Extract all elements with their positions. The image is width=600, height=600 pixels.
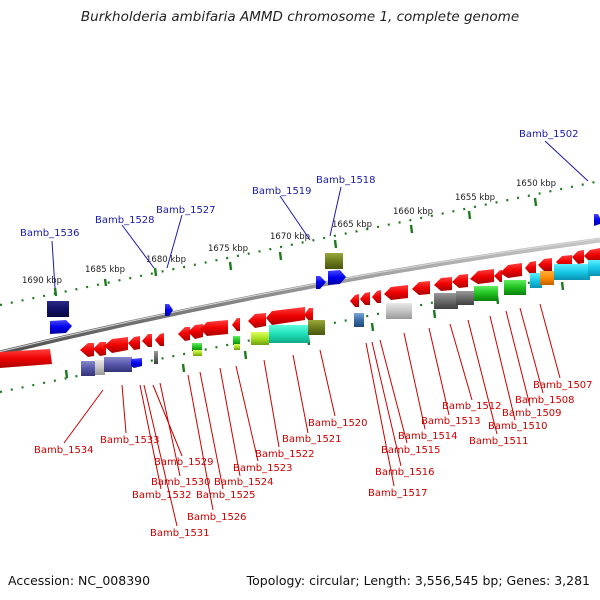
gene-reverse xyxy=(434,277,452,291)
gene-reverse xyxy=(360,292,370,305)
gene-forward xyxy=(328,270,346,285)
gene-label-bamb-1519[interactable]: Bamb_1519 xyxy=(252,186,312,197)
gene-label-bamb-1502[interactable]: Bamb_1502 xyxy=(519,129,579,140)
gene-label-bamb-1528[interactable]: Bamb_1528 xyxy=(95,215,155,226)
gene-label-bamb-1533[interactable]: Bamb_1533 xyxy=(100,435,160,446)
reverse-genes xyxy=(0,248,600,376)
gene-reverse xyxy=(584,248,600,262)
gene-label-bamb-1509[interactable]: Bamb_1509 xyxy=(502,408,562,419)
gene-bamb-1536 xyxy=(47,301,69,317)
ruler-label: 1650 kbp xyxy=(516,179,556,189)
ruler-ticks xyxy=(53,197,538,297)
gene-reverse xyxy=(372,290,381,303)
ruler-labels: 1690 kbp 1685 kbp 1680 kbp 1675 kbp 1670… xyxy=(22,179,556,286)
gene-reverse xyxy=(412,281,430,295)
forward-labels: Bamb_1536 Bamb_1528 Bamb_1527 Bamb_1519 … xyxy=(20,129,579,239)
ruler-label: 1690 kbp xyxy=(22,276,62,286)
ruler-label: 1675 kbp xyxy=(208,244,248,254)
gene-reverse xyxy=(304,308,313,321)
gene-reverse xyxy=(500,263,522,278)
gene-label-bamb-1521[interactable]: Bamb_1521 xyxy=(282,434,342,445)
gene-reverse xyxy=(525,261,536,274)
gene-reverse xyxy=(128,336,140,350)
gene-bamb-1518 xyxy=(325,253,343,269)
gene-label-bamb-1531[interactable]: Bamb_1531 xyxy=(150,528,210,539)
gene-forward xyxy=(165,304,173,316)
gene-label-bamb-1524[interactable]: Bamb_1524 xyxy=(214,477,274,488)
gene-reverse xyxy=(350,294,359,307)
ruler-label: 1655 kbp xyxy=(455,193,495,203)
gene-label-bamb-1523[interactable]: Bamb_1523 xyxy=(233,463,293,474)
ruler-label: 1660 kbp xyxy=(393,207,433,217)
gene-reverse xyxy=(104,337,128,353)
gene-reverse xyxy=(178,327,190,341)
forward-label-lines xyxy=(51,140,589,289)
ruler-label: 1670 kbp xyxy=(270,232,310,242)
topology-text: Topology: circular; Length: 3,556,545 bp… xyxy=(246,573,590,588)
forward-genes xyxy=(47,214,600,334)
gene-reverse xyxy=(248,313,266,328)
gene-label-bamb-1526[interactable]: Bamb_1526 xyxy=(187,512,247,523)
gene-reverse xyxy=(80,343,94,357)
gene-label-bamb-1520[interactable]: Bamb_1520 xyxy=(308,418,368,429)
gene-forward xyxy=(316,276,326,289)
gene-reverse xyxy=(93,342,106,356)
gene-reverse xyxy=(384,285,408,300)
gene-label-bamb-1532[interactable]: Bamb_1532 xyxy=(132,490,192,501)
gene-label-bamb-1507[interactable]: Bamb_1507 xyxy=(533,380,593,391)
gene-label-bamb-1534[interactable]: Bamb_1534 xyxy=(34,445,94,456)
map-title: Burkholderia ambifaria AMMD chromosome 1… xyxy=(80,9,520,25)
gene-reverse xyxy=(142,334,152,347)
gene-label-bamb-1527[interactable]: Bamb_1527 xyxy=(156,205,216,216)
gene-reverse xyxy=(470,269,494,284)
gene-reverse xyxy=(155,333,164,346)
gene-label-bamb-1529[interactable]: Bamb_1529 xyxy=(154,457,214,468)
gene-reverse xyxy=(266,307,305,325)
gene-label-bamb-1530[interactable]: Bamb_1530 xyxy=(151,477,211,488)
gene-reverse xyxy=(0,349,52,368)
gene-label-bamb-1511[interactable]: Bamb_1511 xyxy=(469,436,529,447)
gene-reverse xyxy=(452,274,468,288)
outer-ruler: 1690 kbp 1685 kbp 1680 kbp 1675 kbp 1670… xyxy=(0,179,600,307)
accession-text: Accession: NC_008390 xyxy=(8,573,151,588)
reverse-label-lines xyxy=(63,303,561,527)
ruler-label: 1680 kbp xyxy=(146,255,186,265)
gene-label-bamb-1522[interactable]: Bamb_1522 xyxy=(255,449,315,460)
gene-reverse xyxy=(538,258,552,271)
gene-reverse xyxy=(200,320,228,336)
gene-label-bamb-1514[interactable]: Bamb_1514 xyxy=(398,431,458,442)
gene-label-bamb-1536[interactable]: Bamb_1536 xyxy=(20,228,80,239)
gene-reverse xyxy=(494,270,502,282)
chromosome-backbone xyxy=(0,237,600,356)
gene-label-bamb-1518[interactable]: Bamb_1518 xyxy=(316,175,376,186)
gene-forward xyxy=(50,320,72,334)
gene-label-bamb-1515[interactable]: Bamb_1515 xyxy=(381,445,441,456)
gene-label-bamb-1513[interactable]: Bamb_1513 xyxy=(421,416,481,427)
gene-label-bamb-1510[interactable]: Bamb_1510 xyxy=(488,421,548,432)
gene-forward xyxy=(594,214,600,226)
ruler-label: 1665 kbp xyxy=(332,220,372,230)
gene-label-bamb-1525[interactable]: Bamb_1525 xyxy=(196,490,256,501)
gene-reverse xyxy=(572,250,584,264)
gene-label-bamb-1508[interactable]: Bamb_1508 xyxy=(515,395,575,406)
gene-reverse xyxy=(188,324,203,339)
gene-bamb-1534 xyxy=(81,361,95,376)
ruler-label: 1685 kbp xyxy=(85,265,125,275)
gene-label-bamb-1517[interactable]: Bamb_1517 xyxy=(368,488,428,499)
gene-label-bamb-1512[interactable]: Bamb_1512 xyxy=(442,401,502,412)
reverse-labels: Bamb_1534 Bamb_1533 Bamb_1529 Bamb_1530 … xyxy=(34,380,593,539)
gene-reverse xyxy=(232,318,240,331)
gene-label-bamb-1516[interactable]: Bamb_1516 xyxy=(375,467,435,478)
